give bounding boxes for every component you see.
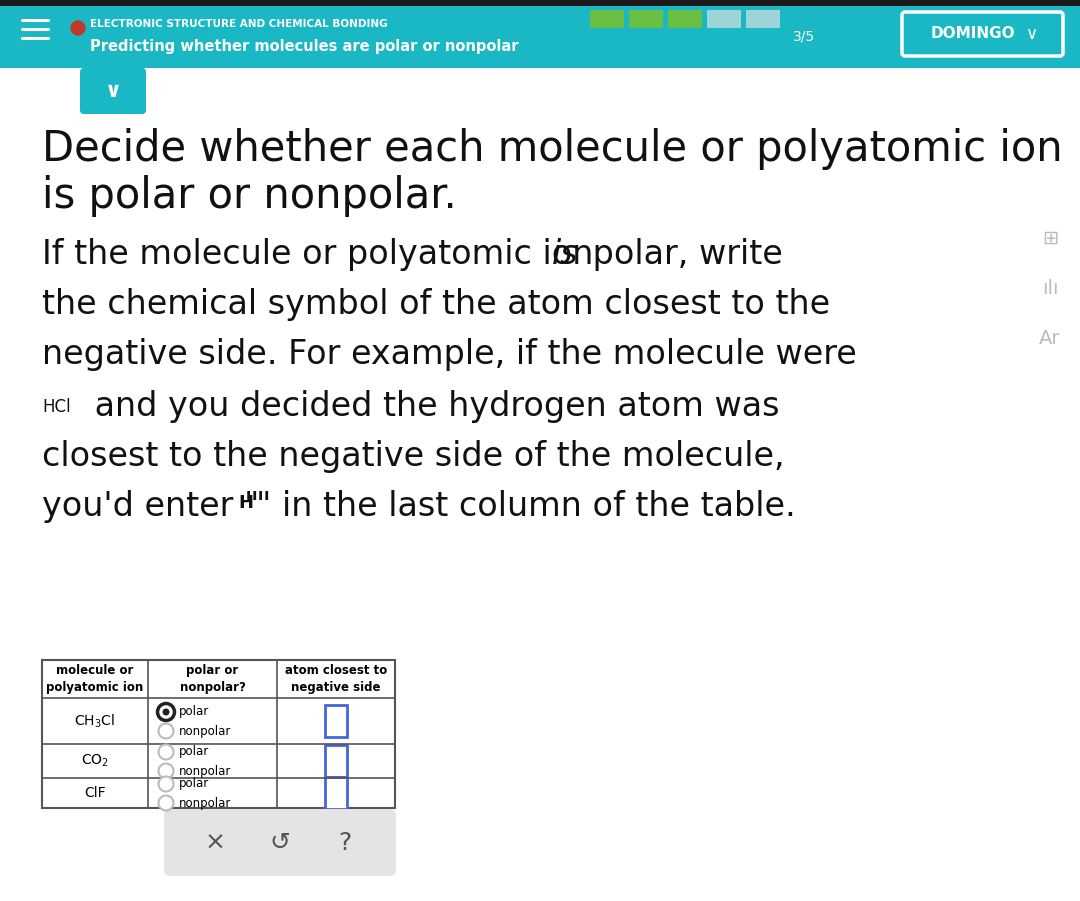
- Text: DOMINGO: DOMINGO: [931, 26, 1015, 41]
- Bar: [0, 0, 1080, 6]
- Bar: [707, 10, 741, 28]
- FancyBboxPatch shape: [80, 68, 146, 114]
- Bar: [325, 777, 347, 809]
- Text: closest to the negative side of the molecule,: closest to the negative side of the mole…: [42, 440, 785, 473]
- Bar: [42, 660, 395, 808]
- Text: CO$_2$: CO$_2$: [81, 753, 109, 769]
- Text: ×: ×: [204, 831, 226, 854]
- Text: CH$_3$Cl: CH$_3$Cl: [75, 713, 116, 730]
- Circle shape: [159, 724, 174, 739]
- Bar: [325, 745, 347, 777]
- Text: H: H: [238, 494, 253, 512]
- Circle shape: [159, 763, 174, 778]
- Bar: [325, 705, 347, 737]
- Text: polar: polar: [179, 745, 210, 759]
- Text: and you decided the hydrogen atom was: and you decided the hydrogen atom was: [84, 390, 780, 423]
- Text: negative side. For example, if the molecule were: negative side. For example, if the molec…: [42, 338, 856, 371]
- Circle shape: [71, 21, 85, 35]
- Bar: [629, 10, 663, 28]
- Text: polar: polar: [179, 778, 210, 790]
- Text: nonpolar: nonpolar: [179, 765, 231, 778]
- Text: ∨: ∨: [105, 81, 121, 101]
- Bar: [590, 10, 624, 28]
- Text: ↺: ↺: [270, 831, 291, 854]
- Text: " in the last column of the table.: " in the last column of the table.: [256, 490, 796, 523]
- Circle shape: [159, 744, 174, 760]
- Text: ılı: ılı: [1042, 278, 1058, 297]
- Text: If the molecule or polyatomic ion: If the molecule or polyatomic ion: [42, 238, 604, 271]
- Text: polar: polar: [179, 705, 210, 718]
- Text: polar or
nonpolar?: polar or nonpolar?: [179, 664, 245, 694]
- Circle shape: [162, 708, 170, 715]
- Text: ClF: ClF: [84, 786, 106, 800]
- Text: ?: ?: [338, 831, 352, 854]
- Text: polar, write: polar, write: [582, 238, 783, 271]
- Circle shape: [158, 704, 175, 721]
- Text: nonpolar: nonpolar: [179, 724, 231, 738]
- Text: ELECTRONIC STRUCTURE AND CHEMICAL BONDING: ELECTRONIC STRUCTURE AND CHEMICAL BONDIN…: [90, 19, 388, 29]
- Text: you'd enter ": you'd enter ": [42, 490, 259, 523]
- Text: HCl: HCl: [42, 398, 70, 416]
- Text: is: is: [552, 238, 579, 271]
- FancyBboxPatch shape: [902, 12, 1063, 56]
- Text: Ar: Ar: [1039, 329, 1061, 348]
- Text: Decide whether each molecule or polyatomic ion: Decide whether each molecule or polyatom…: [42, 128, 1063, 170]
- Bar: [669, 10, 702, 28]
- Circle shape: [159, 777, 174, 791]
- Text: 3/5: 3/5: [793, 30, 815, 44]
- Text: nonpolar: nonpolar: [179, 796, 231, 809]
- Circle shape: [159, 796, 174, 811]
- Bar: [0, 6, 1080, 68]
- FancyBboxPatch shape: [164, 809, 396, 876]
- Text: molecule or
polyatomic ion: molecule or polyatomic ion: [46, 664, 144, 694]
- Text: Predicting whether molecules are polar or nonpolar: Predicting whether molecules are polar o…: [90, 40, 518, 54]
- Text: atom closest to
negative side: atom closest to negative side: [285, 664, 387, 694]
- Text: the chemical symbol of the atom closest to the: the chemical symbol of the atom closest …: [42, 288, 831, 321]
- Text: ∨: ∨: [1026, 25, 1038, 43]
- Text: is polar or nonpolar.: is polar or nonpolar.: [42, 175, 457, 217]
- Bar: [746, 10, 780, 28]
- Text: ⊞: ⊞: [1042, 229, 1058, 248]
